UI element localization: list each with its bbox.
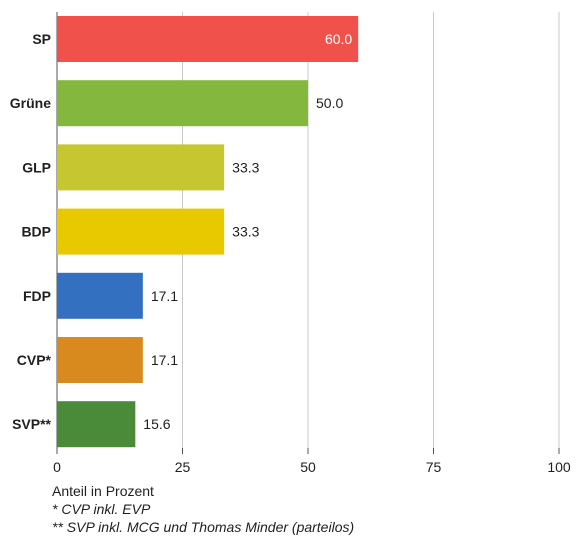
value-label-6: 15.6 bbox=[143, 416, 170, 432]
value-label-3: 33.3 bbox=[232, 224, 259, 240]
value-label-2: 33.3 bbox=[232, 159, 259, 175]
bar-6 bbox=[57, 401, 136, 448]
bar-1 bbox=[57, 80, 308, 127]
bar-4 bbox=[57, 272, 143, 319]
bar-2 bbox=[57, 144, 225, 191]
category-label-0: SP bbox=[32, 31, 51, 47]
bar-3 bbox=[57, 208, 225, 255]
chart-notes: Anteil in Prozent * CVP inkl. EVP ** SVP… bbox=[52, 482, 354, 536]
x-tick-label-100: 100 bbox=[547, 459, 571, 475]
category-label-5: CVP* bbox=[17, 352, 52, 368]
value-label-4: 17.1 bbox=[151, 288, 178, 304]
x-tick-label-50: 50 bbox=[300, 459, 316, 475]
x-tick-label-25: 25 bbox=[175, 459, 191, 475]
bar-0 bbox=[57, 16, 359, 62]
value-label-0: 60.0 bbox=[325, 31, 352, 47]
x-axis-label: Anteil in Prozent bbox=[52, 483, 154, 499]
bar-5 bbox=[57, 337, 143, 383]
value-label-1: 50.0 bbox=[316, 95, 343, 111]
category-label-4: FDP bbox=[23, 288, 51, 304]
category-label-3: BDP bbox=[21, 224, 51, 240]
category-label-1: Grüne bbox=[10, 95, 51, 111]
footnote-svp: ** SVP inkl. MCG und Thomas Minder (part… bbox=[52, 519, 355, 535]
category-label-6: SVP** bbox=[12, 416, 51, 432]
footnote-cvp: * CVP inkl. EVP bbox=[52, 501, 151, 517]
x-tick-label-75: 75 bbox=[426, 459, 442, 475]
x-tick-label-0: 0 bbox=[53, 459, 61, 475]
category-label-2: GLP bbox=[22, 159, 51, 175]
value-label-5: 17.1 bbox=[151, 352, 178, 368]
